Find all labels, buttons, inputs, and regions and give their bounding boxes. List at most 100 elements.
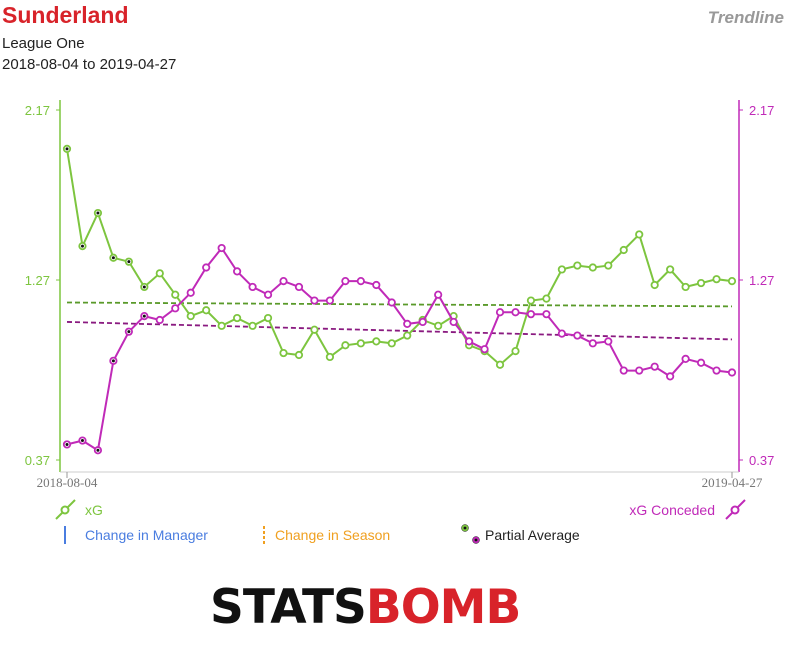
data-point-xg-conceded[interactable] — [635, 366, 644, 375]
data-point-xg-conceded[interactable] — [418, 317, 427, 327]
data-point-xg-conceded[interactable] — [356, 277, 365, 286]
data-point-xg-conceded[interactable] — [434, 290, 443, 299]
partial-average-marker — [80, 244, 84, 248]
league-name: League One — [2, 35, 85, 52]
data-point-xg[interactable] — [217, 321, 226, 330]
logo-text-stats: STATS — [210, 580, 367, 635]
data-point-xg-conceded[interactable] — [619, 366, 628, 375]
data-point-xg[interactable] — [356, 339, 365, 348]
data-point-xg-conceded[interactable] — [233, 267, 242, 276]
data-point-xg-conceded[interactable] — [387, 298, 396, 307]
right-tick-label: 1.27 — [749, 273, 774, 288]
trendline-xg — [66, 301, 733, 308]
data-point-xg-conceded[interactable] — [294, 282, 304, 292]
legend-change-season[interactable]: Change in Season — [263, 526, 390, 544]
data-point-xg[interactable] — [372, 337, 381, 346]
data-point-xg-conceded[interactable] — [372, 280, 381, 290]
data-point-xg[interactable] — [542, 294, 551, 303]
data-point-xg[interactable] — [233, 313, 242, 323]
data-point-xg[interactable] — [202, 306, 211, 315]
data-point-xg[interactable] — [681, 282, 690, 292]
data-point-xg-conceded[interactable] — [542, 310, 551, 319]
data-point-xg[interactable] — [171, 290, 180, 299]
data-point-xg[interactable] — [263, 313, 273, 323]
legend-xg-label: xG — [85, 502, 103, 518]
data-point-xg-conceded[interactable] — [588, 339, 597, 348]
data-point-xg[interactable] — [155, 269, 164, 278]
data-point-xg[interactable] — [650, 280, 659, 290]
data-point-xg-conceded[interactable] — [480, 345, 489, 354]
partial-average-marker — [65, 147, 69, 151]
data-point-xg[interactable] — [727, 277, 737, 286]
partial-average-center-dot — [463, 526, 467, 530]
partial-average-marker — [96, 448, 100, 452]
partial-average-marker — [96, 211, 100, 215]
data-point-xg-conceded[interactable] — [186, 288, 195, 297]
data-point-xg-conceded[interactable] — [248, 282, 257, 292]
data-point-xg-conceded[interactable] — [727, 368, 737, 377]
data-point-xg-conceded[interactable] — [495, 308, 505, 317]
logo-wordmark: STATSBOMB — [210, 580, 521, 635]
left-tick-label: 2.17 — [25, 103, 50, 118]
data-point-xg-conceded[interactable] — [202, 263, 211, 272]
data-point-xg-conceded[interactable] — [650, 362, 659, 371]
data-point-xg-conceded[interactable] — [604, 337, 613, 346]
data-point-xg-conceded[interactable] — [279, 277, 288, 286]
left-tick-label: 1.27 — [25, 273, 50, 288]
data-point-xg-conceded[interactable] — [681, 354, 690, 363]
data-point-xg-conceded[interactable] — [263, 290, 273, 299]
data-point-xg-conceded[interactable] — [310, 296, 319, 305]
data-point-xg[interactable] — [341, 341, 350, 350]
series-line-xg-conceded — [66, 246, 733, 452]
right-tick-label: 2.17 — [749, 103, 774, 118]
data-point-xg[interactable] — [696, 278, 706, 288]
data-point-xg[interactable] — [248, 321, 257, 330]
team-title: Sunderland — [2, 2, 129, 28]
data-point-xg[interactable] — [573, 261, 582, 270]
data-point-xg[interactable] — [666, 265, 675, 274]
legend-manager-label: Change in Manager — [85, 527, 208, 543]
legend-xg-conceded[interactable]: xG Conceded — [629, 499, 746, 520]
data-point-xg[interactable] — [526, 296, 536, 305]
data-point-xg[interactable] — [712, 275, 721, 284]
data-point-xg[interactable] — [511, 347, 520, 356]
data-point-xg[interactable] — [604, 261, 613, 270]
data-point-xg-conceded[interactable] — [696, 358, 706, 367]
data-point-xg[interactable] — [279, 348, 288, 358]
data-point-xg-conceded[interactable] — [573, 331, 582, 340]
data-point-xg-conceded[interactable] — [666, 372, 675, 381]
data-point-xg-conceded[interactable] — [341, 277, 350, 286]
data-point-xg-conceded[interactable] — [325, 296, 335, 305]
legend-partial-average[interactable]: Partial Average — [461, 524, 580, 544]
partial-average-marker — [80, 439, 84, 443]
data-point-xg[interactable] — [403, 331, 412, 340]
data-point-xg[interactable] — [495, 360, 505, 369]
data-point-xg-conceded[interactable] — [712, 366, 721, 375]
legend-xg[interactable]: xG — [55, 499, 103, 520]
legend-change-manager[interactable]: Change in Manager — [64, 526, 208, 544]
partial-average-marker — [111, 359, 115, 363]
x-start-label: 2018-08-04 — [37, 475, 98, 490]
plot-area — [62, 144, 737, 455]
data-point-xg[interactable] — [310, 325, 319, 334]
data-point-xg[interactable] — [557, 265, 566, 274]
data-point-xg-conceded[interactable] — [403, 319, 412, 328]
data-point-xg-conceded[interactable] — [217, 243, 226, 253]
right-tick-label: 0.37 — [749, 453, 774, 468]
data-point-xg-conceded[interactable] — [155, 315, 164, 325]
data-point-xg-conceded[interactable] — [557, 329, 566, 338]
data-point-xg[interactable] — [325, 352, 335, 362]
data-point-xg[interactable] — [387, 339, 396, 348]
data-point-xg-conceded[interactable] — [464, 337, 474, 346]
data-point-xg[interactable] — [186, 312, 195, 321]
data-point-xg-conceded[interactable] — [449, 317, 458, 327]
data-point-xg[interactable] — [294, 350, 304, 360]
data-point-xg-conceded[interactable] — [511, 308, 520, 317]
data-point-xg-conceded[interactable] — [526, 310, 536, 319]
trendline-label[interactable]: Trendline — [707, 8, 784, 27]
data-point-xg[interactable] — [635, 230, 644, 239]
data-point-xg-conceded[interactable] — [171, 304, 180, 313]
data-point-xg[interactable] — [434, 321, 443, 330]
data-point-xg[interactable] — [588, 263, 597, 272]
data-point-xg[interactable] — [619, 245, 628, 255]
